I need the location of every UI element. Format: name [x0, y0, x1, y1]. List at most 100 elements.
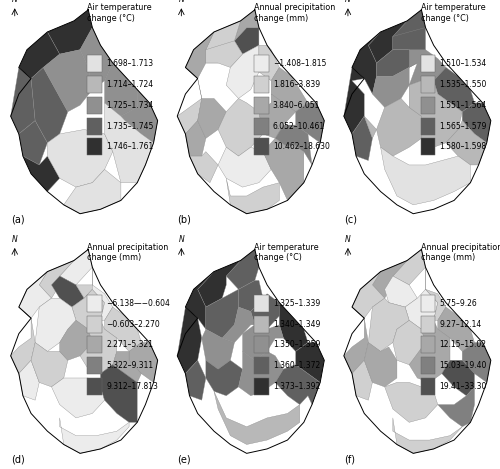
Polygon shape — [198, 260, 240, 307]
Polygon shape — [80, 320, 117, 374]
Polygon shape — [438, 387, 474, 427]
Polygon shape — [44, 50, 92, 112]
Polygon shape — [48, 10, 92, 54]
Polygon shape — [52, 378, 104, 418]
Polygon shape — [80, 28, 112, 90]
Bar — [254, 357, 268, 374]
Polygon shape — [352, 272, 384, 318]
Bar — [88, 138, 102, 155]
Polygon shape — [198, 98, 226, 138]
Bar — [88, 97, 102, 114]
Polygon shape — [19, 360, 39, 400]
Bar — [254, 336, 268, 353]
Polygon shape — [104, 307, 142, 351]
Polygon shape — [393, 250, 426, 285]
Text: (a): (a) — [10, 215, 24, 225]
Text: 1.565–1.579: 1.565–1.579 — [440, 121, 487, 130]
Polygon shape — [238, 351, 284, 396]
Polygon shape — [368, 21, 407, 63]
Text: Annual precipitation
change (mm): Annual precipitation change (mm) — [420, 243, 500, 262]
Text: 9.27–12.14: 9.27–12.14 — [440, 319, 482, 329]
Polygon shape — [186, 360, 206, 400]
Text: 1.580–1.598: 1.580–1.598 — [440, 143, 486, 151]
Text: Annual precipitation
change (mm): Annual precipitation change (mm) — [254, 3, 336, 23]
Text: −6.138—−0.604: −6.138—−0.604 — [106, 299, 170, 308]
Polygon shape — [393, 10, 426, 50]
Bar — [254, 316, 268, 333]
Polygon shape — [206, 41, 242, 68]
Bar — [254, 118, 268, 135]
Polygon shape — [238, 280, 263, 311]
Text: N: N — [12, 235, 18, 244]
Text: 15.03–19.40: 15.03–19.40 — [440, 361, 487, 370]
Bar — [254, 138, 268, 155]
Polygon shape — [442, 360, 474, 396]
Text: (e): (e) — [178, 454, 191, 464]
Polygon shape — [226, 45, 259, 98]
Text: 5.322–9.311: 5.322–9.311 — [106, 361, 154, 370]
Polygon shape — [23, 156, 60, 191]
Polygon shape — [409, 320, 450, 382]
Bar — [88, 295, 102, 312]
Text: 1.535–1.550: 1.535–1.550 — [440, 80, 487, 89]
Polygon shape — [19, 32, 59, 78]
Polygon shape — [214, 391, 300, 445]
Polygon shape — [178, 68, 202, 134]
Polygon shape — [206, 360, 242, 396]
Polygon shape — [48, 129, 112, 187]
Text: (c): (c) — [344, 215, 357, 225]
Text: 5.75–9.26: 5.75–9.26 — [440, 299, 477, 308]
Text: (b): (b) — [178, 215, 191, 225]
Text: N: N — [12, 0, 18, 4]
Polygon shape — [10, 307, 35, 374]
Polygon shape — [206, 21, 240, 63]
Polygon shape — [462, 103, 491, 143]
Polygon shape — [352, 360, 372, 400]
Polygon shape — [434, 68, 474, 112]
Polygon shape — [242, 325, 284, 360]
Text: (f): (f) — [344, 454, 355, 464]
Text: (d): (d) — [10, 454, 24, 464]
Polygon shape — [462, 342, 491, 382]
Polygon shape — [352, 32, 380, 94]
Text: 2.271–5.321: 2.271–5.321 — [106, 340, 153, 349]
Polygon shape — [60, 250, 92, 285]
Bar — [88, 357, 102, 374]
Polygon shape — [218, 98, 263, 156]
Polygon shape — [129, 342, 158, 382]
Text: 1.816–3.839: 1.816–3.839 — [273, 80, 320, 89]
Polygon shape — [10, 68, 35, 134]
Bar — [88, 118, 102, 135]
Bar — [88, 336, 102, 353]
Polygon shape — [234, 10, 259, 41]
Text: 1.340–1.349: 1.340–1.349 — [273, 319, 320, 329]
Bar — [420, 378, 436, 395]
Text: 1.698–1.713: 1.698–1.713 — [106, 59, 154, 68]
Text: N: N — [345, 0, 351, 4]
Polygon shape — [263, 138, 304, 200]
Polygon shape — [409, 81, 463, 147]
Polygon shape — [352, 116, 372, 160]
Text: 1.510–1.534: 1.510–1.534 — [440, 59, 486, 68]
Polygon shape — [178, 307, 202, 374]
Bar — [254, 55, 268, 72]
Polygon shape — [376, 50, 418, 76]
Polygon shape — [19, 121, 48, 165]
Text: 1.360–1.372: 1.360–1.372 — [273, 361, 320, 370]
Text: 6.052–10.461: 6.052–10.461 — [273, 121, 325, 130]
Polygon shape — [344, 68, 364, 134]
Polygon shape — [372, 68, 409, 107]
Polygon shape — [72, 289, 104, 329]
Text: 1.746–1.761: 1.746–1.761 — [106, 143, 154, 151]
Text: Annual precipitation
change (mm): Annual precipitation change (mm) — [88, 243, 168, 262]
Text: N: N — [345, 235, 351, 244]
Bar — [420, 97, 436, 114]
Polygon shape — [60, 418, 129, 454]
Polygon shape — [52, 276, 84, 307]
Text: −1.408–1.815: −1.408–1.815 — [273, 59, 326, 68]
Polygon shape — [35, 298, 76, 351]
Polygon shape — [259, 45, 280, 81]
Bar — [88, 55, 102, 72]
Polygon shape — [64, 169, 121, 214]
Text: Air temperature
change (°C): Air temperature change (°C) — [88, 3, 152, 23]
